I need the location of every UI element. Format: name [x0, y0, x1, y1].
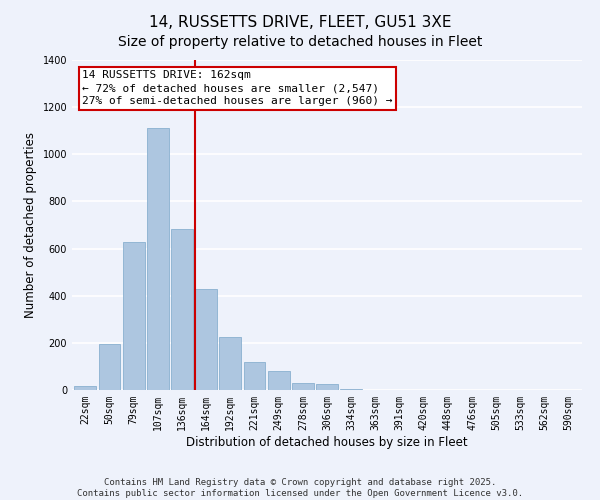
- Bar: [195, 288, 217, 390]
- Bar: [171, 228, 193, 390]
- Bar: [316, 384, 338, 390]
- Bar: [244, 362, 265, 390]
- Bar: [220, 337, 241, 390]
- Y-axis label: Number of detached properties: Number of detached properties: [24, 132, 37, 318]
- Bar: [268, 371, 290, 390]
- Bar: [147, 128, 169, 390]
- Bar: [74, 386, 96, 390]
- Bar: [292, 383, 314, 390]
- Text: Contains HM Land Registry data © Crown copyright and database right 2025.
Contai: Contains HM Land Registry data © Crown c…: [77, 478, 523, 498]
- Bar: [123, 242, 145, 390]
- Bar: [98, 344, 121, 390]
- X-axis label: Distribution of detached houses by size in Fleet: Distribution of detached houses by size …: [186, 436, 468, 448]
- Text: 14, RUSSETTS DRIVE, FLEET, GU51 3XE: 14, RUSSETTS DRIVE, FLEET, GU51 3XE: [149, 15, 451, 30]
- Text: 14 RUSSETTS DRIVE: 162sqm
← 72% of detached houses are smaller (2,547)
27% of se: 14 RUSSETTS DRIVE: 162sqm ← 72% of detac…: [82, 70, 392, 106]
- Bar: [340, 389, 362, 390]
- Text: Size of property relative to detached houses in Fleet: Size of property relative to detached ho…: [118, 35, 482, 49]
